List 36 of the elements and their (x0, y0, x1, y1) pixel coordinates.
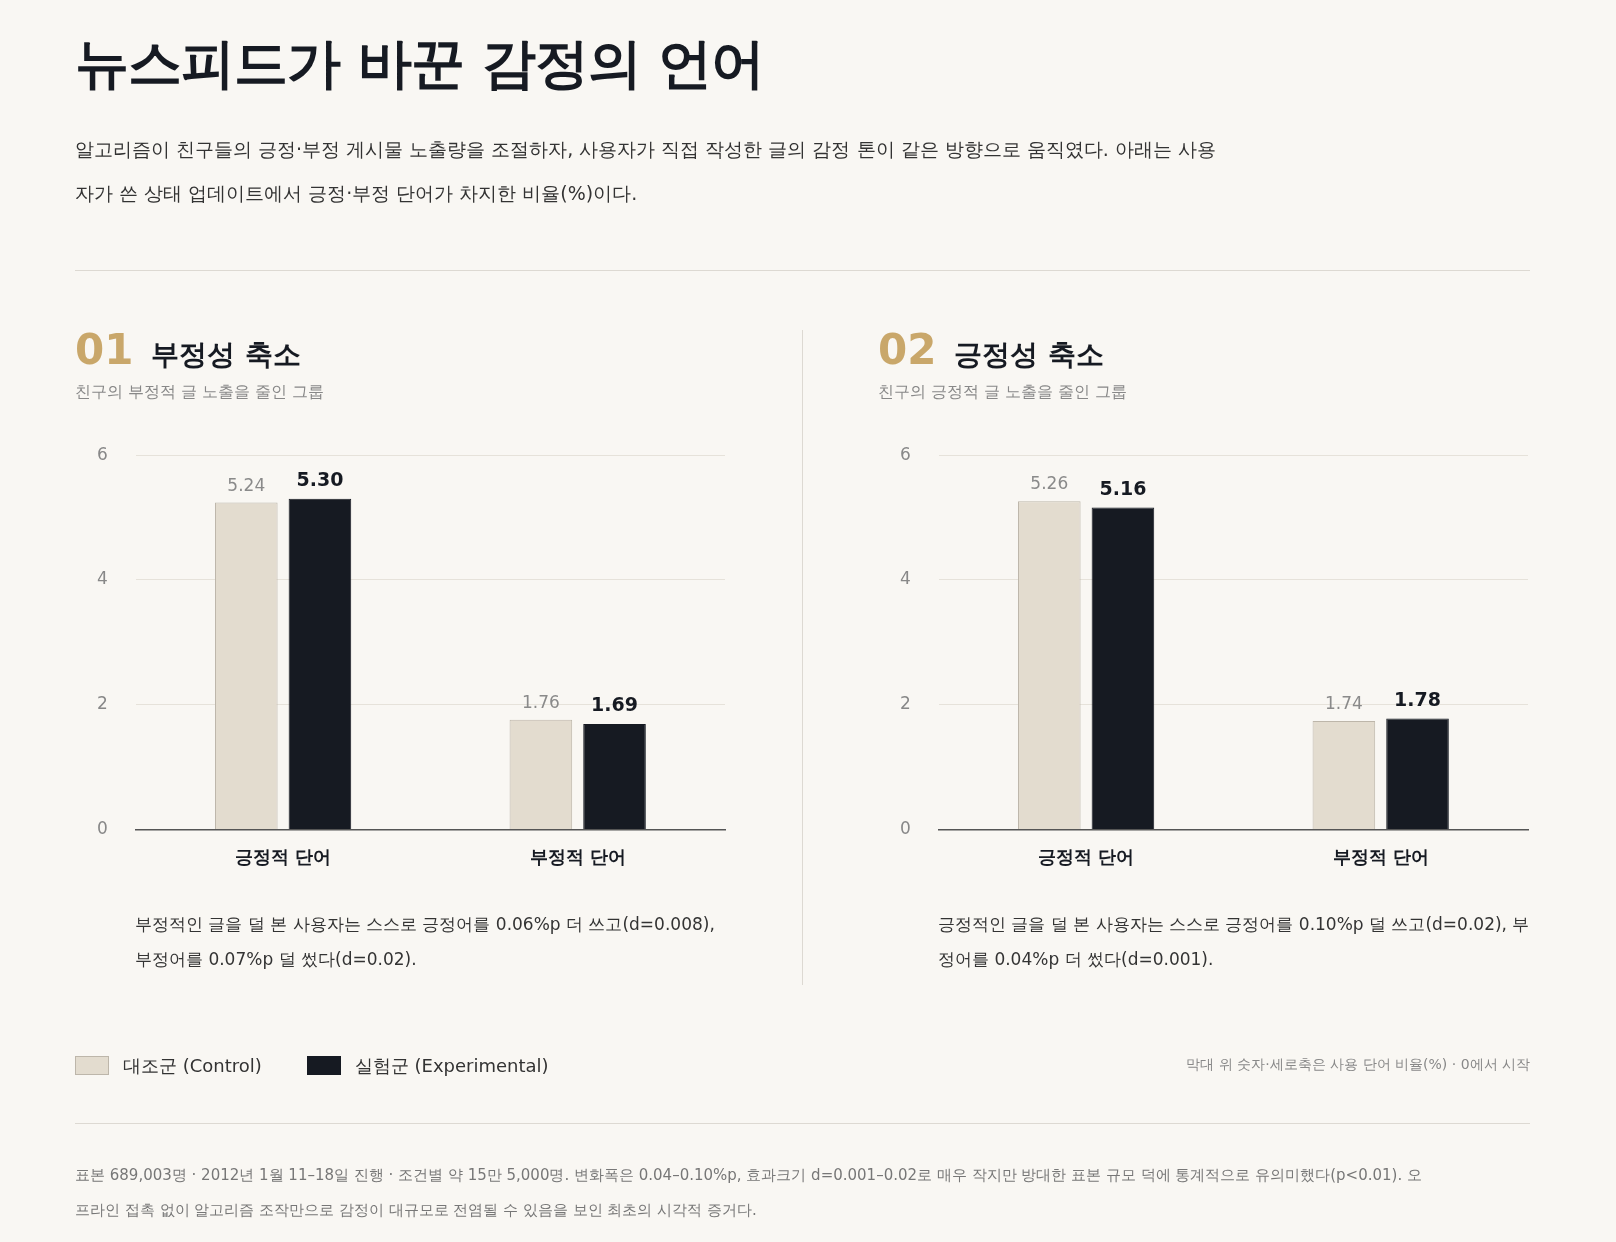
y-tick-label: 4 (899, 568, 911, 589)
y-tick-label: 2 (96, 693, 108, 714)
text: 표본 689,003명 · 2012년 1월 11–18일 진행 · 조건별 약 15만 5,000명. 변화폭은 0.04–0.10%p, 효과크기 d=0.001–0.02로 매우 작지만 방대한 표본 규모 덕에 통계적으로 유의미했다(p<0.01). 오프라인 접촉 없이 알고리즘 조작만으로 감정이 대규모로 전염될 수 있음을 보인 최초의 시각적 증거다. (75, 1165, 1423, 1221)
legend-label: 대조군 (Control) (122, 1054, 262, 1078)
text: 알고리즘이 친구들의 긍정·부정 게시물 노출량을 조절하자, 사용자가 직접 작성한 글의 감정 톤이 같은 방향으로 움직였다. 아래는 사용자가 쓴 상태 업데이트에서 긍정·부정 단어가 차지한 비율(%)이다. (75, 137, 1217, 206)
x-tick-label: 긍정적 단어 (1037, 845, 1135, 867)
bar (1386, 718, 1449, 829)
x-tick-label: 부정적 단어 (1332, 845, 1429, 867)
data-label: 1.74 (1324, 692, 1363, 713)
text: 긍정적인 글을 덜 본 사용자는 스스로 긍정어를 0.10%p 덜 쓰고(d=0.02), 부정어를 0.04%p 더 썼다(d=0.001). (938, 913, 1531, 971)
data-label: 1.76 (521, 691, 560, 712)
y-tick-label: 0 (96, 817, 108, 838)
bar (583, 724, 646, 829)
x-tick-label: 긍정적 단어 (234, 845, 332, 867)
chart-subtitle: 친구의 긍정적 글 노출을 줄인 그룹 (878, 382, 1129, 403)
data-label: 5.24 (227, 474, 266, 495)
y-tick-label: 6 (96, 443, 108, 464)
text: 뉴스피드가 바꾼 감정의 언어 (75, 31, 766, 97)
data-label: 5.30 (296, 468, 344, 491)
data-label: 1.69 (591, 693, 638, 716)
data-label: 5.16 (1099, 477, 1147, 500)
text: 막대 위 숫자·세로축은 사용 단어 비율(%) · 0에서 시작 (1186, 1056, 1530, 1074)
chart-title: 01 부정성 축소 (75, 325, 303, 374)
x-tick-label: 부정적 단어 (529, 845, 626, 867)
y-tick-label: 2 (899, 693, 911, 714)
chart-title: 02 긍정성 축소 (878, 325, 1106, 374)
bar (288, 498, 352, 829)
chart-subtitle: 친구의 부정적 글 노출을 줄인 그룹 (75, 382, 326, 403)
data-label: 1.78 (1394, 687, 1441, 710)
legend-label: 실험군 (Experimental) (353, 1054, 549, 1078)
y-tick-label: 6 (899, 443, 911, 464)
data-label: 5.26 (1030, 473, 1069, 494)
bar (1091, 507, 1155, 829)
y-tick-label: 4 (96, 568, 108, 589)
text: 부정적인 글을 덜 본 사용자는 스스로 긍정어를 0.06%p 더 쓰고(d=0.008), 부정어를 0.07%p 덜 썼다(d=0.02). (135, 913, 716, 971)
y-tick-label: 0 (899, 817, 911, 838)
